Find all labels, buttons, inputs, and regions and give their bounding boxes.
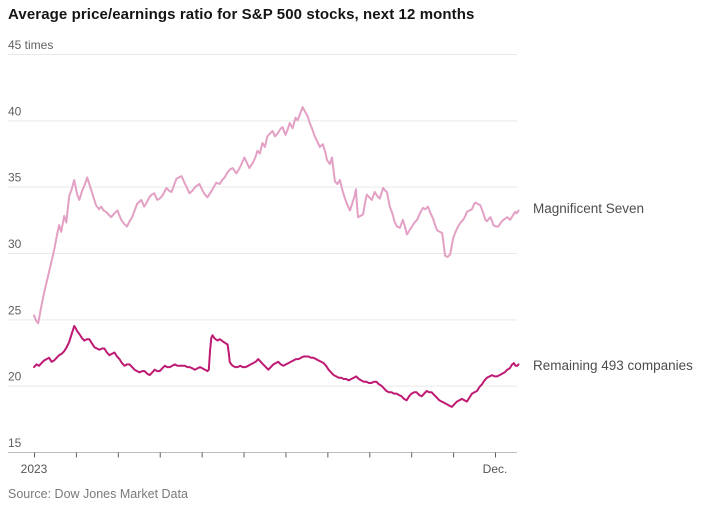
y-tick-label-45: 45 times — [8, 38, 53, 52]
x-label-2023: 2023 — [21, 462, 48, 476]
series-label-remaining-493-companies: Remaining 493 companies — [533, 358, 693, 373]
y-tick-label-30: 30 — [8, 237, 22, 251]
source-credit: Source: Dow Jones Market Data — [8, 487, 188, 501]
y-tick-label-35: 35 — [8, 171, 22, 185]
series-line-remaining-493 — [33, 325, 520, 408]
y-tick-label-25: 25 — [8, 303, 22, 317]
x-label-dec: Dec. — [483, 462, 508, 476]
series-line-magnificent-seven — [33, 106, 520, 325]
y-tick-label-15: 15 — [8, 436, 22, 450]
chart-title: Average price/earnings ratio for S&P 500… — [8, 6, 475, 23]
series-label-magnificent-seven: Magnificent Seven — [533, 201, 645, 216]
y-tick-label-20: 20 — [8, 370, 22, 384]
y-tick-label-40: 40 — [8, 104, 22, 118]
